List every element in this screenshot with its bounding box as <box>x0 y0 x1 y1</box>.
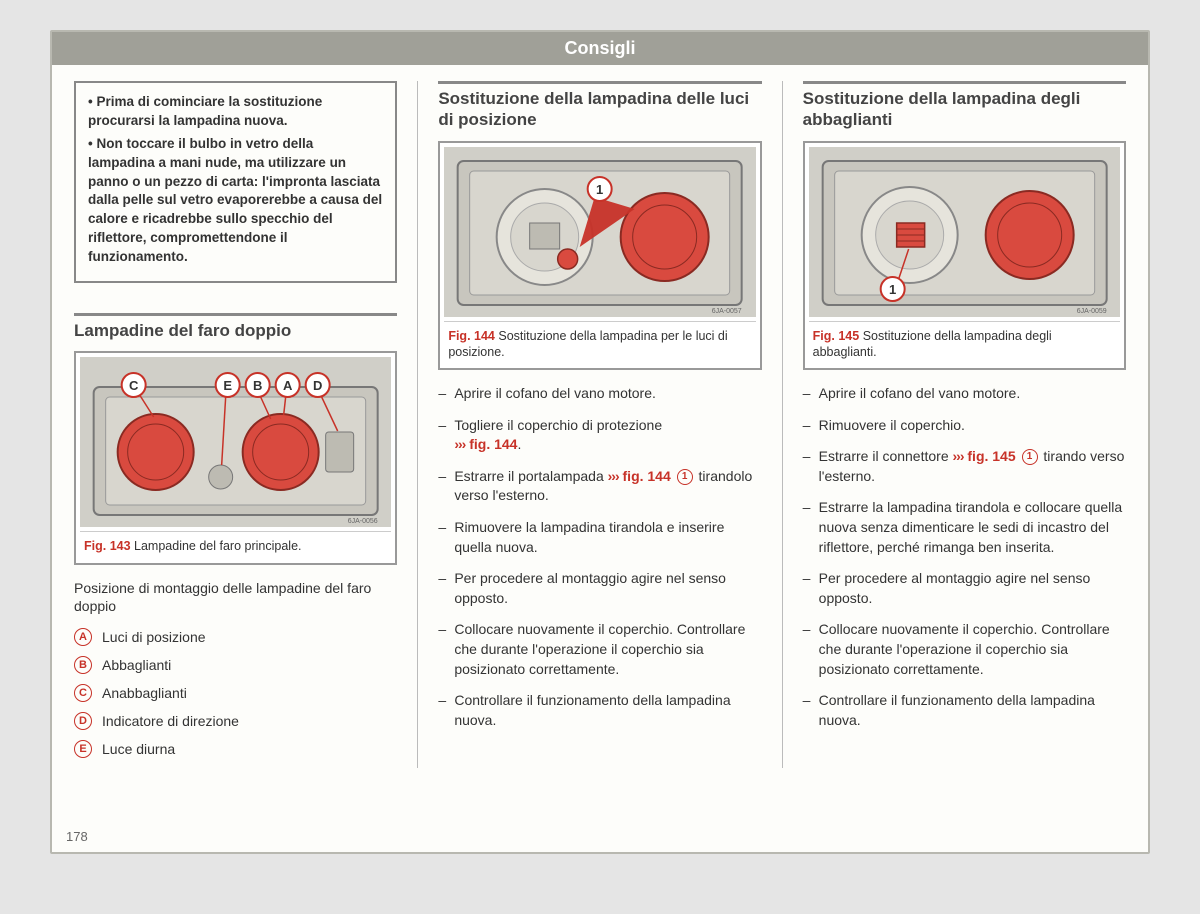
column-2: Sostituzione della lampadina delle luci … <box>438 81 761 768</box>
note-bullet-1: • Prima di cominciare la sostituzione pr… <box>88 93 383 131</box>
ref-arrow-icon: ››› <box>454 436 465 452</box>
svg-text:E: E <box>223 378 232 393</box>
svg-text:D: D <box>313 378 322 393</box>
page-number: 178 <box>66 829 88 844</box>
intro-text: Posizione di montaggio delle lampadine d… <box>74 579 397 617</box>
step: Controllare il funzionamento della lampa… <box>803 691 1126 730</box>
note-bullet-2: • Non toccare il bulbo in vetro della la… <box>88 135 383 267</box>
svg-text:1: 1 <box>889 282 896 297</box>
section-title: Lampadine del faro doppio <box>74 313 397 341</box>
column-1: • Prima di cominciare la sostituzione pr… <box>74 81 397 768</box>
legend-item-e: ELuce diurna <box>74 740 397 758</box>
column-divider <box>417 81 418 768</box>
marker-c: C <box>74 684 92 702</box>
fig-label: Fig. 143 <box>84 539 131 553</box>
step: Estrarre la lampadina tirandola e colloc… <box>803 498 1126 557</box>
figure-144-caption: Fig. 144 Sostituzione della lampadina pe… <box>444 321 755 365</box>
figure-145: 1 6JA-0059 Fig. 145 Sostituzione della l… <box>803 141 1126 371</box>
manual-page: Consigli • Prima di cominciare la sostit… <box>50 30 1150 854</box>
figure-143-caption: Fig. 143 Lampadine del faro principale. <box>80 531 391 558</box>
step: Collocare nuovamente il coperchio. Contr… <box>438 620 761 679</box>
ref-arrow-icon: ››› <box>608 468 619 484</box>
figure-143: C E B A D 6JA-0056 <box>74 351 397 564</box>
figure-145-caption: Fig. 145 Sostituzione della lampadina de… <box>809 321 1120 365</box>
steps-list: Aprire il cofano del vano motore. Rimuov… <box>803 384 1126 742</box>
step: Rimuovere il coperchio. <box>803 416 1126 436</box>
section-title: Sostituzione della lampadina delle luci … <box>438 81 761 131</box>
svg-text:C: C <box>129 378 139 393</box>
steps-list: Aprire il cofano del vano motore. Toglie… <box>438 384 761 742</box>
marker-e: E <box>74 740 92 758</box>
legend-item-c: CAnabbaglianti <box>74 684 397 702</box>
figure-145-image: 1 6JA-0059 <box>809 147 1120 317</box>
header-title: Consigli <box>565 38 636 58</box>
legend-list: ALuci di posizione BAbbaglianti CAnabbag… <box>74 628 397 768</box>
step: Aprire il cofano del vano motore. <box>438 384 761 404</box>
page-header: Consigli <box>52 32 1148 65</box>
svg-text:B: B <box>253 378 262 393</box>
step: Collocare nuovamente il coperchio. Contr… <box>803 620 1126 679</box>
step: Estrarre il connettore ››› fig. 145 1 ti… <box>803 447 1126 486</box>
step: Controllare il funzionamento della lampa… <box>438 691 761 730</box>
svg-text:6JA-0059: 6JA-0059 <box>1076 308 1106 315</box>
legend-item-d: DIndicatore di direzione <box>74 712 397 730</box>
figure-144-image: 1 6JA-0057 <box>444 147 755 317</box>
column-3: Sostituzione della lampadina degli abbag… <box>803 81 1126 768</box>
fig-label: Fig. 145 <box>813 329 860 343</box>
marker-inline: 1 <box>1022 449 1038 465</box>
fig-label: Fig. 144 <box>448 329 495 343</box>
marker-a: A <box>74 628 92 646</box>
figure-code: 6JA-0056 <box>348 518 378 525</box>
svg-text:6JA-0057: 6JA-0057 <box>712 308 742 315</box>
step: Estrarre il portalampada ››› fig. 144 1 … <box>438 467 761 506</box>
note-box: • Prima di cominciare la sostituzione pr… <box>74 81 397 283</box>
step: Aprire il cofano del vano motore. <box>803 384 1126 404</box>
column-divider <box>782 81 783 768</box>
legend-item-b: BAbbaglianti <box>74 656 397 674</box>
step: Per procedere al montaggio agire nel sen… <box>803 569 1126 608</box>
page-content: • Prima di cominciare la sostituzione pr… <box>52 65 1148 768</box>
svg-text:A: A <box>283 378 293 393</box>
marker-b: B <box>74 656 92 674</box>
legend-item-a: ALuci di posizione <box>74 628 397 646</box>
figure-143-image: C E B A D 6JA-0056 <box>80 357 391 527</box>
step: Rimuovere la lampadina tirandola e inser… <box>438 518 761 557</box>
fig-caption-text: Lampadine del faro principale. <box>134 539 301 553</box>
marker-inline: 1 <box>677 469 693 485</box>
figure-144: 1 6JA-0057 Fig. 144 Sostituzione della l… <box>438 141 761 371</box>
section-title: Sostituzione della lampadina degli abbag… <box>803 81 1126 131</box>
marker-d: D <box>74 712 92 730</box>
step: Per procedere al montaggio agire nel sen… <box>438 569 761 608</box>
ref-arrow-icon: ››› <box>953 448 964 464</box>
svg-text:1: 1 <box>596 182 603 197</box>
step: Togliere il coperchio di protezione ››› … <box>438 416 761 455</box>
